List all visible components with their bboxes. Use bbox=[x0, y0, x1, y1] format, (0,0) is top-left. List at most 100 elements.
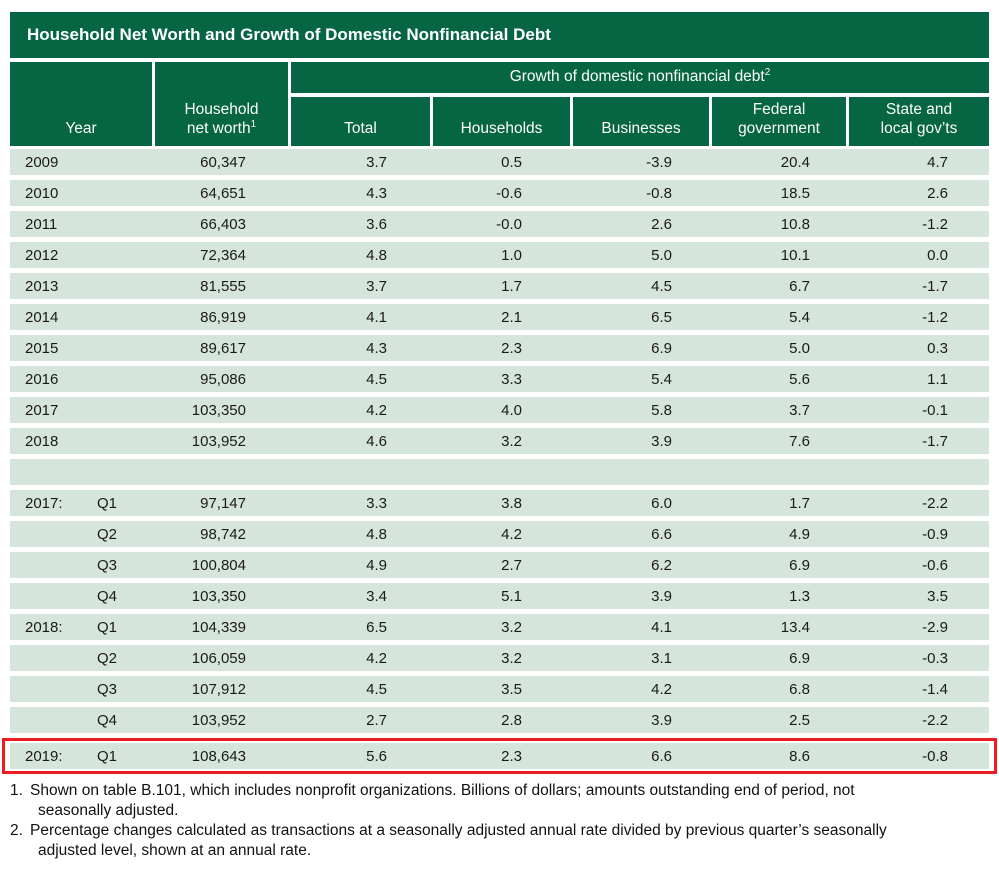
footnote-marker-2: 2 bbox=[764, 66, 771, 78]
cell-businesses: 6.0 bbox=[651, 494, 672, 512]
quarter-label: Q2 bbox=[97, 649, 118, 667]
table-row: 2013 81,555 3.7 1.7 4.5 6.7 -1.7 bbox=[10, 273, 989, 299]
cell-net-worth: 103,952 bbox=[191, 432, 246, 450]
footnote-1-text-line-2: seasonally adjusted. bbox=[38, 802, 179, 819]
spacer-row bbox=[10, 459, 989, 485]
cell-businesses: 6.6 bbox=[651, 747, 672, 765]
cell-federal-government: 6.7 bbox=[789, 277, 810, 295]
cell-businesses: 5.8 bbox=[651, 401, 672, 419]
quarter-label: Q1 bbox=[97, 747, 118, 765]
cell-net-worth: 89,617 bbox=[200, 339, 246, 357]
cell-year: 2010 bbox=[10, 185, 152, 202]
cell-year: 2015 bbox=[10, 340, 152, 357]
cell-businesses: -3.9 bbox=[646, 153, 672, 171]
cell-total: 3.6 bbox=[366, 215, 387, 233]
table-row: 2011 66,403 3.6 -0.0 2.6 10.8 -1.2 bbox=[10, 211, 989, 237]
column-header-year: Year bbox=[10, 62, 152, 146]
cell-net-worth: 103,952 bbox=[191, 711, 246, 729]
column-header-net-worth: Household net worth1 bbox=[155, 62, 288, 146]
cell-year: Q2 bbox=[10, 526, 152, 543]
data-table: Household Net Worth and Growth of Domest… bbox=[2, 12, 997, 774]
footnote-1-text-line-1: Shown on table B.101, which includes non… bbox=[30, 782, 855, 799]
cell-net-worth: 98,742 bbox=[200, 525, 246, 543]
cell-businesses: 2.6 bbox=[651, 215, 672, 233]
table-row: 2018: Q1 104,339 6.5 3.2 4.1 13.4 -2.9 bbox=[10, 614, 989, 640]
footnote-2-number: 2. bbox=[10, 822, 23, 839]
cell-federal-government: 1.7 bbox=[789, 494, 810, 512]
cell-federal-government: 20.4 bbox=[780, 153, 810, 171]
column-header-businesses: Businesses bbox=[573, 97, 709, 146]
table-row: Q4 103,952 2.7 2.8 3.9 2.5 -2.2 bbox=[10, 707, 989, 733]
cell-total: 5.6 bbox=[366, 747, 387, 765]
year-label: 2016 bbox=[25, 370, 59, 388]
cell-businesses: 3.9 bbox=[651, 432, 672, 450]
cell-total: 4.8 bbox=[366, 246, 387, 264]
year-label: 2018: bbox=[25, 618, 63, 636]
column-header-total: Total bbox=[291, 97, 430, 146]
cell-households: 2.3 bbox=[501, 747, 522, 765]
cell-state-local: -2.9 bbox=[922, 618, 948, 636]
column-header-households: Households bbox=[433, 97, 570, 146]
cell-households: 3.2 bbox=[501, 649, 522, 667]
cell-net-worth: 86,919 bbox=[200, 308, 246, 326]
cell-net-worth: 107,912 bbox=[191, 680, 246, 698]
table-row: Q4 103,350 3.4 5.1 3.9 1.3 3.5 bbox=[10, 583, 989, 609]
cell-federal-government: 7.6 bbox=[789, 432, 810, 450]
cell-net-worth: 108,643 bbox=[191, 747, 246, 765]
table-title: Household Net Worth and Growth of Domest… bbox=[27, 25, 551, 44]
column-header-year-label: Year bbox=[65, 120, 97, 137]
footnote-2-text-line-1: Percentage changes calculated as transac… bbox=[30, 822, 887, 839]
cell-households: 2.7 bbox=[501, 556, 522, 574]
column-header-federal-government: Federal government bbox=[712, 97, 846, 146]
table-row: 2017: Q1 97,147 3.3 3.8 6.0 1.7 -2.2 bbox=[10, 490, 989, 516]
cell-households: 3.5 bbox=[501, 680, 522, 698]
cell-state-local: -0.3 bbox=[922, 649, 948, 667]
cell-net-worth: 104,339 bbox=[191, 618, 246, 636]
cell-state-local: -0.1 bbox=[922, 401, 948, 419]
cell-federal-government: 5.6 bbox=[789, 370, 810, 388]
cell-state-local: -1.4 bbox=[922, 680, 948, 698]
cell-net-worth: 60,347 bbox=[200, 153, 246, 171]
column-header-net-worth-label: Household net worth1 bbox=[184, 101, 259, 137]
cell-net-worth: 106,059 bbox=[191, 649, 246, 667]
cell-households: 4.2 bbox=[501, 525, 522, 543]
cell-households: 3.3 bbox=[501, 370, 522, 388]
cell-federal-government: 4.9 bbox=[789, 525, 810, 543]
cell-households: 0.5 bbox=[501, 153, 522, 171]
cell-federal-government: 6.8 bbox=[789, 680, 810, 698]
cell-total: 3.4 bbox=[366, 587, 387, 605]
column-group-header-growth-label: Growth of domestic nonfinancial debt2 bbox=[509, 66, 771, 85]
cell-state-local: -2.2 bbox=[922, 494, 948, 512]
year-label: 2014 bbox=[25, 308, 59, 326]
year-label: 2009 bbox=[25, 153, 59, 171]
cell-net-worth: 95,086 bbox=[200, 370, 246, 388]
cell-federal-government: 18.5 bbox=[780, 184, 810, 202]
cell-net-worth: 72,364 bbox=[200, 246, 246, 264]
table-row: 2019: Q1 108,643 5.6 2.3 6.6 8.6 -0.8 bbox=[10, 743, 989, 769]
table-row: 2014 86,919 4.1 2.1 6.5 5.4 -1.2 bbox=[10, 304, 989, 330]
cell-year: 2013 bbox=[10, 278, 152, 295]
cell-federal-government: 13.4 bbox=[780, 618, 810, 636]
cell-year: 2009 bbox=[10, 154, 152, 171]
column-header-state-local: State and local gov’ts bbox=[849, 97, 989, 146]
cell-net-worth: 100,804 bbox=[191, 556, 246, 574]
cell-businesses: 6.6 bbox=[651, 525, 672, 543]
cell-year: Q4 bbox=[10, 588, 152, 605]
cell-federal-government: 8.6 bbox=[789, 747, 810, 765]
cell-state-local: -0.6 bbox=[922, 556, 948, 574]
cell-state-local: -1.7 bbox=[922, 277, 948, 295]
cell-total: 4.1 bbox=[366, 308, 387, 326]
table-row: 2010 64,651 4.3 -0.6 -0.8 18.5 2.6 bbox=[10, 180, 989, 206]
cell-total: 4.6 bbox=[366, 432, 387, 450]
cell-state-local: 2.6 bbox=[927, 184, 948, 202]
cell-state-local: -1.2 bbox=[922, 215, 948, 233]
cell-federal-government: 3.7 bbox=[789, 401, 810, 419]
quarter-label: Q2 bbox=[97, 525, 118, 543]
table-row: Q2 98,742 4.8 4.2 6.6 4.9 -0.9 bbox=[10, 521, 989, 547]
cell-households: 4.0 bbox=[501, 401, 522, 419]
cell-total: 4.2 bbox=[366, 401, 387, 419]
cell-net-worth: 66,403 bbox=[200, 215, 246, 233]
cell-net-worth: 103,350 bbox=[191, 587, 246, 605]
cell-businesses: -0.8 bbox=[646, 184, 672, 202]
cell-year: Q4 bbox=[10, 712, 152, 729]
